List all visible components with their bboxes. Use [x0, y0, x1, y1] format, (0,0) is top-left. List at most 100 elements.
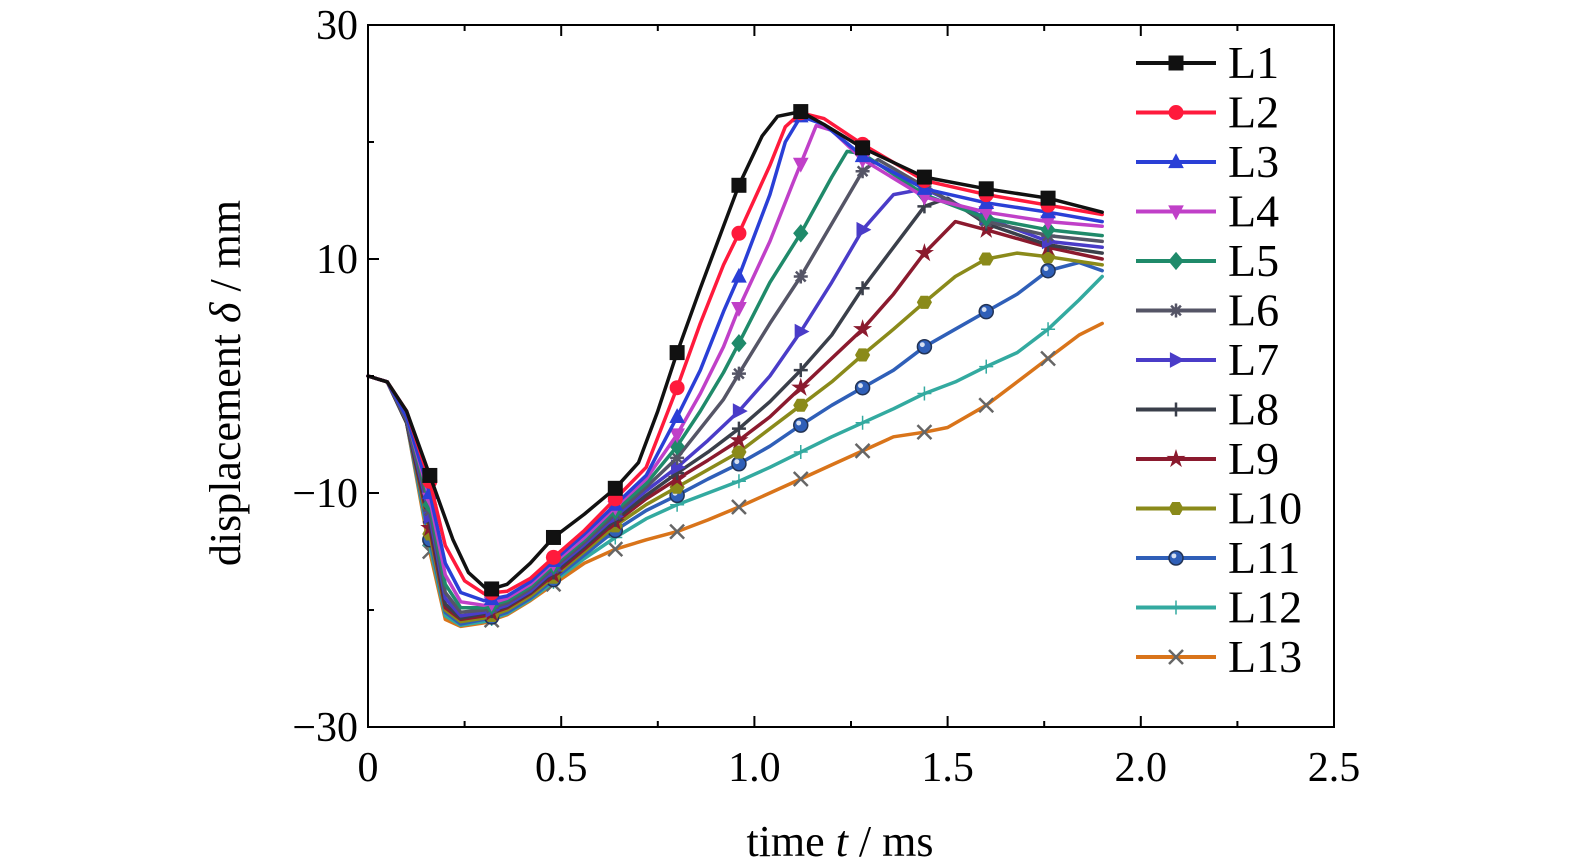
series-marker-L11	[731, 456, 747, 472]
y-tick-label: −10	[292, 471, 358, 517]
legend-entry-L10: L10	[1136, 483, 1302, 534]
series-marker-L11	[978, 303, 994, 320]
series-marker-L12	[731, 474, 746, 489]
series-marker-L4	[731, 302, 747, 317]
legend-marker	[1166, 448, 1186, 468]
series-marker-L8	[793, 363, 808, 378]
legend-marker	[1169, 402, 1183, 417]
series-marker-L13	[792, 471, 809, 487]
series-marker-L13	[1040, 350, 1056, 367]
series-marker-L1	[916, 169, 932, 185]
series-marker-L13	[978, 397, 995, 414]
series-marker-L11	[1040, 262, 1056, 279]
series-marker-L1	[1040, 190, 1056, 206]
series-marker-L1	[731, 177, 747, 193]
series-marker-L6	[793, 269, 808, 284]
y-axis-title: displacement δ / mm	[201, 200, 250, 566]
series-marker-L11	[854, 379, 871, 396]
x-tick-label: 2.5	[1308, 745, 1361, 791]
x-tick-label: 1.5	[921, 745, 974, 791]
legend-entry-L7: L7	[1136, 334, 1279, 385]
series-line-L7	[366, 187, 1104, 618]
series-marker-L4	[792, 157, 809, 173]
series-marker-L8	[731, 421, 746, 436]
axes	[367, 24, 1335, 728]
y-tick-label: 30	[316, 3, 358, 49]
legend-marker	[1168, 55, 1184, 71]
legend-entry-L9: L9	[1136, 433, 1279, 484]
series-L1	[366, 104, 1104, 597]
legend-marker	[1168, 649, 1184, 665]
series-marker-L7	[794, 323, 810, 340]
y-axis-variable: δ	[201, 301, 250, 323]
series-marker-L2	[669, 380, 685, 396]
series-marker-L1	[978, 181, 994, 197]
series-marker-L3	[669, 408, 685, 424]
legend-label: L8	[1228, 384, 1279, 435]
series-marker-L9	[791, 377, 811, 396]
legend-marker	[1168, 153, 1184, 169]
legend-label: L11	[1228, 532, 1300, 583]
series-marker-L3	[731, 267, 747, 283]
series-line-L13	[366, 321, 1104, 629]
series-marker-L11-highlight	[1043, 266, 1049, 272]
series-marker-L1	[793, 104, 809, 120]
series-marker-L13	[731, 499, 747, 515]
series-marker-L2	[731, 225, 747, 241]
series-marker-L1	[607, 480, 623, 496]
legend-label: L12	[1228, 582, 1302, 633]
legend-entry-L12: L12	[1136, 582, 1302, 633]
series-marker-L5	[793, 224, 809, 243]
legend-label: L5	[1228, 235, 1279, 286]
legend-label: L10	[1228, 483, 1302, 534]
series-line-L12	[366, 274, 1104, 627]
legend-label: L3	[1228, 136, 1279, 187]
series-marker-L7	[856, 221, 872, 238]
legend-label: L13	[1228, 631, 1302, 682]
series-marker-L8	[855, 281, 870, 296]
legend-label: L7	[1228, 334, 1279, 385]
series-marker-L12	[1041, 322, 1056, 337]
series-marker-L13	[669, 523, 686, 540]
series-marker-L11-highlight	[796, 420, 802, 426]
ticks: 0 0.5 1.0 1.5 2.0 2.5 −30 −10 10 30	[292, 3, 1360, 791]
series-layer	[366, 104, 1104, 629]
series-marker-L1	[422, 467, 438, 483]
legend-entry-L1: L1	[1136, 37, 1279, 88]
plot-frame	[367, 24, 1335, 728]
series-marker-L6	[731, 366, 746, 381]
series-marker-L1	[484, 581, 500, 597]
legend-entry-L13: L13	[1136, 631, 1302, 682]
x-tick-label: 0	[358, 745, 379, 791]
series-marker-L11	[916, 339, 933, 355]
series-marker-L11	[793, 417, 809, 433]
series-marker-L6	[855, 164, 870, 179]
series-marker-L7	[732, 403, 748, 419]
series-marker-L13	[916, 424, 933, 441]
legend-entry-L4: L4	[1136, 186, 1279, 237]
series-marker-L9	[729, 430, 749, 449]
legend-marker	[1168, 501, 1184, 516]
series-marker-L10	[731, 445, 747, 459]
legend-entry-L8: L8	[1136, 384, 1279, 435]
series-marker-L9	[914, 243, 934, 262]
legend-marker	[1169, 352, 1185, 368]
series-marker-L10	[855, 348, 871, 362]
legend-marker	[1168, 251, 1184, 271]
legend-entry-L11: L11	[1136, 532, 1300, 583]
series-marker-L1	[855, 140, 871, 156]
series-marker-L11-highlight	[858, 383, 863, 389]
series-marker-L12	[855, 415, 870, 430]
series-marker-L13	[607, 541, 624, 558]
x-tick-label: 2.0	[1115, 745, 1168, 791]
legend-entry-L6: L6	[1136, 285, 1279, 336]
series-marker-L6	[670, 450, 685, 465]
legend-marker	[1168, 550, 1184, 566]
legend-marker	[1169, 600, 1183, 615]
series-marker-L12	[793, 445, 808, 460]
x-axis-title: time t / ms	[746, 817, 933, 866]
x-tick-label: 0.5	[535, 745, 588, 791]
series-marker-L11-highlight	[919, 342, 925, 348]
